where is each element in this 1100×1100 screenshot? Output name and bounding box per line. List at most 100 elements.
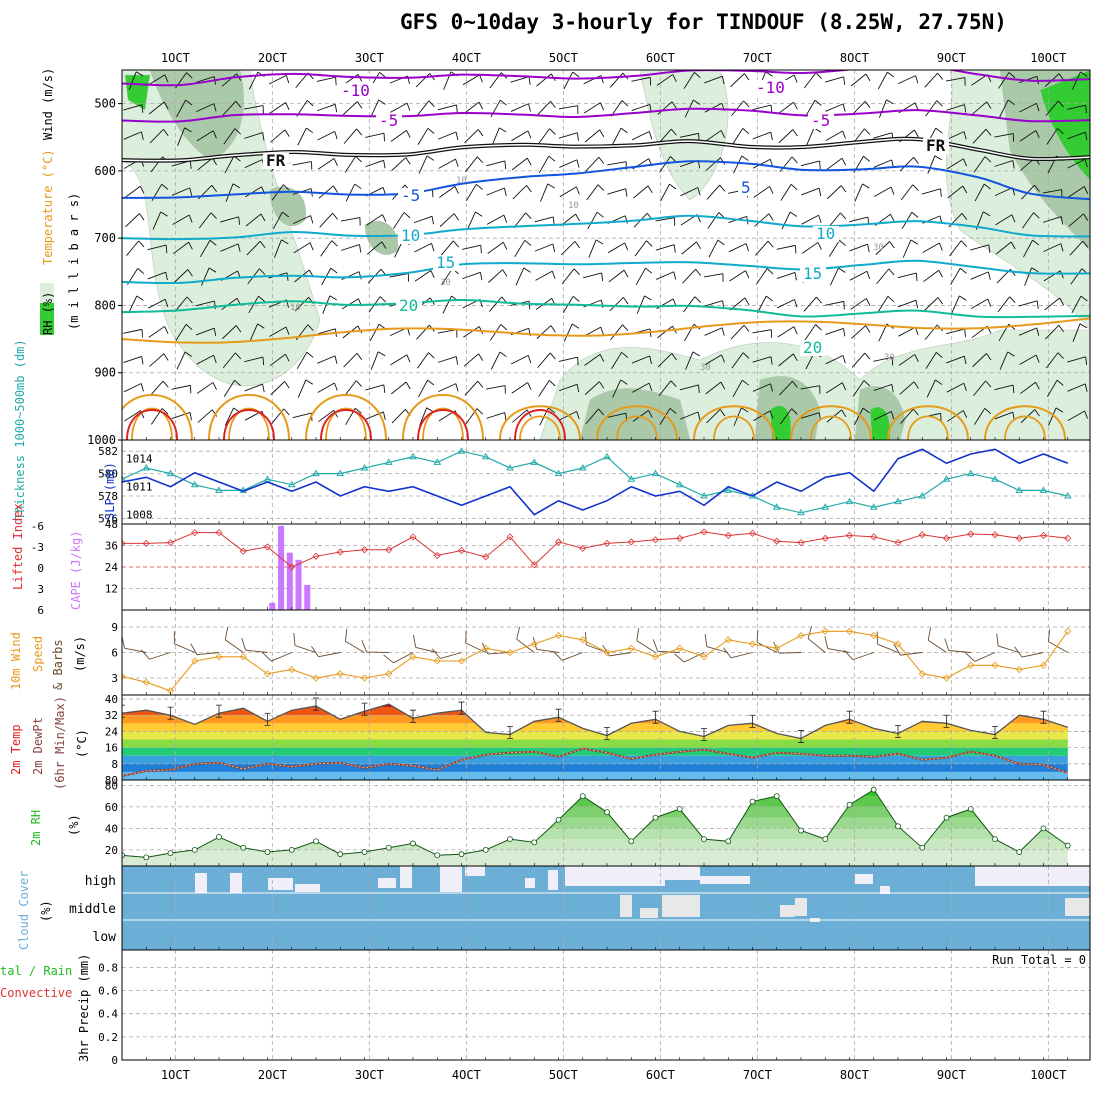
wind-barb	[584, 381, 605, 395]
wind-barb	[898, 75, 919, 85]
wind-barb	[369, 323, 386, 342]
wind-barb	[393, 212, 411, 229]
isotherm-label-bg	[923, 138, 949, 154]
thickness-point	[603, 452, 611, 460]
wind-barb	[1045, 100, 1064, 116]
thickness-tick-label: 576	[98, 512, 118, 525]
wind-barb	[1069, 240, 1089, 256]
wind-barb	[776, 271, 797, 281]
run-total-label: Run Total = 0	[992, 953, 1086, 967]
lifted-index-point	[1039, 531, 1048, 540]
rh-point	[288, 846, 295, 853]
wind-barb	[607, 188, 628, 197]
wind-barb	[824, 300, 845, 310]
wind-barb	[559, 186, 580, 198]
wind-barb	[876, 268, 895, 285]
wind-barb	[946, 328, 966, 338]
wind-barb	[779, 408, 798, 425]
wind-barb	[825, 103, 846, 112]
wind-barb	[464, 129, 484, 144]
wind-barb	[534, 243, 556, 252]
wind-barb	[730, 73, 750, 88]
rh-point	[943, 814, 950, 821]
wind-barb	[196, 103, 217, 113]
dewpt-axis-label: 2m DewPt	[31, 717, 45, 775]
wind-barb	[176, 99, 193, 118]
wind-barb	[825, 130, 846, 141]
wind-barb	[803, 296, 822, 312]
minmax-errorbar	[943, 714, 950, 728]
y-tick-label: 1000	[87, 433, 116, 447]
wind-barb	[195, 300, 216, 310]
wind-barb	[777, 326, 798, 338]
wind-barb	[900, 184, 919, 201]
temp-band	[122, 704, 1090, 708]
minmax-errorbar	[507, 725, 513, 739]
wind-barb	[534, 216, 555, 226]
wind-barb	[781, 211, 798, 230]
isotherm-label-bg	[338, 83, 374, 99]
rh-point	[773, 793, 780, 800]
li-tick-label: 6	[37, 604, 44, 617]
cape-tick-label: 12	[105, 583, 118, 596]
wind-barb	[559, 159, 580, 168]
wind-barb	[659, 407, 677, 425]
minmax-errorbar	[749, 714, 756, 728]
wind-barb	[537, 128, 556, 145]
lifted-index-point	[385, 546, 393, 554]
isotherm-label-bg	[398, 188, 424, 204]
isotherm-label: -10	[756, 78, 785, 97]
wind-barb	[148, 101, 169, 115]
wind-barb	[655, 217, 676, 226]
wind-barb	[851, 100, 871, 116]
rh-contour-label: 30	[884, 353, 895, 363]
minmax-errorbar	[313, 697, 319, 711]
wind-barb	[704, 327, 725, 336]
lifted-index-point	[433, 551, 441, 560]
rh-band	[122, 806, 1068, 818]
wind-barb	[997, 296, 1016, 313]
precip-tick-label: 0.8	[98, 961, 118, 974]
wind-barb	[174, 296, 193, 313]
date-tick-top: 6OCT	[646, 51, 675, 65]
thickness-point	[287, 480, 296, 488]
wind-barb	[873, 356, 894, 366]
rh-point	[652, 814, 659, 821]
wind-barb	[317, 158, 338, 170]
wind-barb	[732, 379, 749, 398]
wind-speed-point	[433, 657, 441, 665]
wind-barb	[148, 326, 169, 338]
wind-barb	[583, 272, 603, 282]
wind-barb	[270, 381, 290, 396]
wind-barb	[657, 353, 677, 368]
wind-speed-point	[773, 644, 781, 652]
cloud-gap	[230, 873, 242, 893]
wind-barb	[1046, 379, 1064, 398]
thickness-point	[821, 503, 830, 510]
cape-tick-label: 24	[105, 561, 119, 574]
minmax-errorbar	[798, 730, 804, 743]
cloud-gap	[195, 873, 207, 893]
lifted-index-point	[312, 552, 320, 560]
cape-panel	[122, 524, 1090, 610]
wind-speed-point	[603, 648, 611, 657]
rh-point	[482, 846, 489, 853]
temp-band	[122, 771, 1090, 780]
wind-barb	[513, 212, 532, 229]
wind-barb	[608, 269, 629, 283]
wind-barb	[535, 270, 556, 281]
wind-barb	[490, 351, 507, 370]
date-tick-top: 4OCT	[452, 51, 481, 65]
thickness-point	[627, 475, 636, 482]
ms-axis-label: (m/s)	[73, 636, 87, 672]
wind-barb	[197, 409, 218, 423]
rh-shade-area	[869, 406, 891, 440]
wind-barb	[486, 160, 507, 170]
rh-band	[122, 828, 1068, 840]
rh-contour-label: 10	[290, 303, 301, 313]
temp-bands	[122, 704, 1090, 780]
isotherm-label: 10	[816, 224, 835, 243]
isotherm-warm-loop	[984, 405, 1066, 440]
isotherm-hot-loop	[126, 409, 178, 440]
wind-barb	[463, 101, 484, 115]
